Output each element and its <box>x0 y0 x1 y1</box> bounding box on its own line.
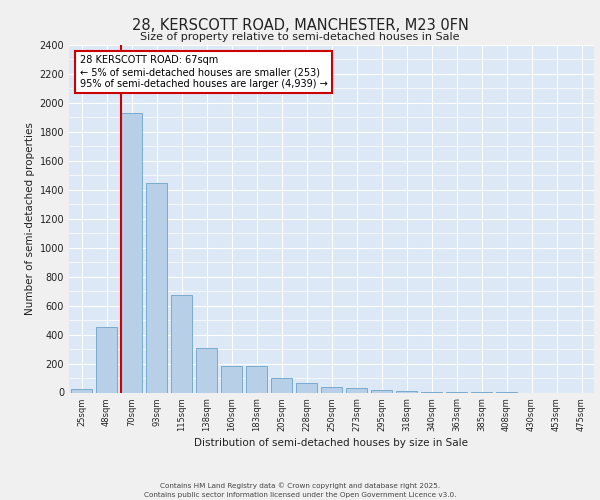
Bar <box>196 348 217 393</box>
Bar <box>171 296 192 392</box>
Bar <box>271 378 292 392</box>
Bar <box>371 390 392 392</box>
Text: Contains HM Land Registry data © Crown copyright and database right 2025.
Contai: Contains HM Land Registry data © Crown c… <box>144 482 456 498</box>
Bar <box>96 326 117 392</box>
Bar <box>346 388 367 392</box>
Bar <box>321 388 342 392</box>
Text: 28, KERSCOTT ROAD, MANCHESTER, M23 0FN: 28, KERSCOTT ROAD, MANCHESTER, M23 0FN <box>131 18 469 32</box>
Bar <box>296 383 317 392</box>
Text: 28 KERSCOTT ROAD: 67sqm
← 5% of semi-detached houses are smaller (253)
95% of se: 28 KERSCOTT ROAD: 67sqm ← 5% of semi-det… <box>79 56 327 88</box>
Y-axis label: Number of semi-detached properties: Number of semi-detached properties <box>25 122 35 315</box>
Bar <box>121 113 142 392</box>
Bar <box>146 182 167 392</box>
Text: Size of property relative to semi-detached houses in Sale: Size of property relative to semi-detach… <box>140 32 460 42</box>
Bar <box>71 389 92 392</box>
X-axis label: Distribution of semi-detached houses by size in Sale: Distribution of semi-detached houses by … <box>194 438 469 448</box>
Bar <box>246 366 267 392</box>
Bar <box>221 366 242 392</box>
